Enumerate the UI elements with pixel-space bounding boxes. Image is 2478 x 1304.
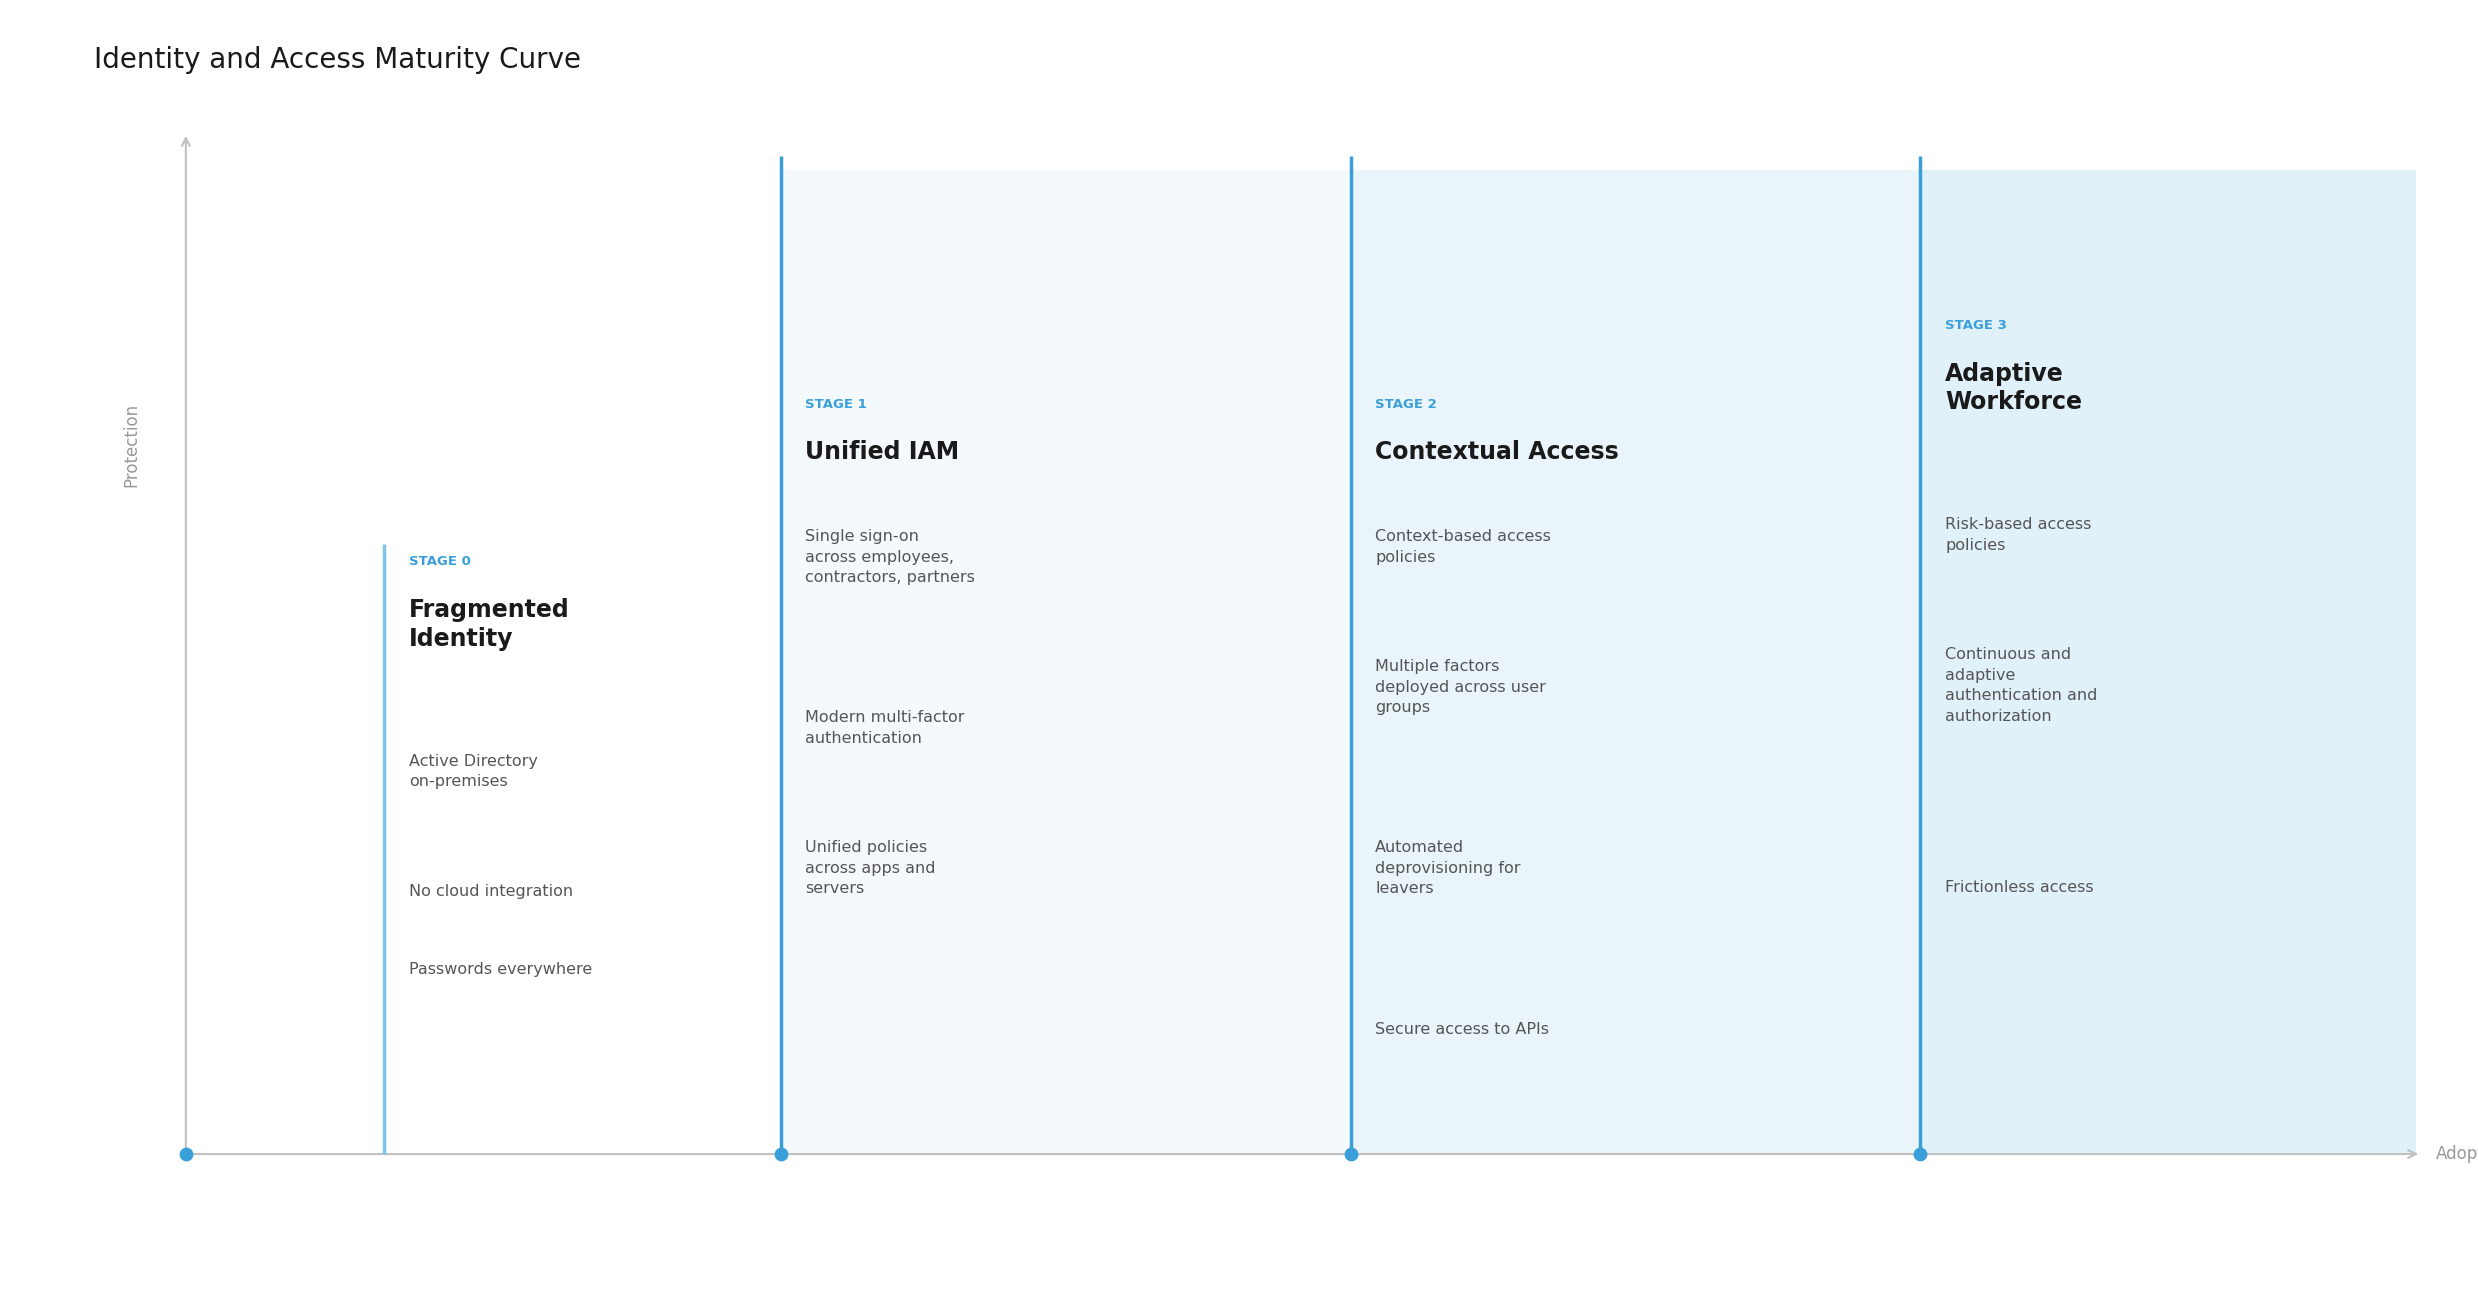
Text: Secure access to APIs: Secure access to APIs	[1375, 1021, 1549, 1037]
Text: Adaptive
Workforce: Adaptive Workforce	[1945, 361, 2082, 415]
Point	[1901, 1144, 1940, 1164]
Text: Context-based access
policies: Context-based access policies	[1375, 529, 1551, 565]
Text: Frictionless access: Frictionless access	[1945, 880, 2094, 895]
Text: Automated
deprovisioning for
leavers: Automated deprovisioning for leavers	[1375, 840, 1521, 896]
Text: Adoption: Adoption	[2436, 1145, 2478, 1163]
Text: STAGE 2: STAGE 2	[1375, 398, 1437, 411]
Text: Unified policies
across apps and
servers: Unified policies across apps and servers	[805, 840, 937, 896]
Point	[761, 1144, 800, 1164]
Bar	[1351, 170, 1920, 1154]
Text: Contextual Access: Contextual Access	[1375, 441, 1618, 464]
Text: Continuous and
adaptive
authentication and
authorization: Continuous and adaptive authentication a…	[1945, 647, 2096, 724]
Text: STAGE 0: STAGE 0	[409, 556, 471, 569]
Bar	[781, 170, 1351, 1154]
Text: Single sign-on
across employees,
contractors, partners: Single sign-on across employees, contrac…	[805, 529, 976, 585]
Text: Unified IAM: Unified IAM	[805, 441, 959, 464]
Text: Modern multi-factor
authentication: Modern multi-factor authentication	[805, 711, 964, 746]
Point	[166, 1144, 206, 1164]
Bar	[1920, 170, 2416, 1154]
Point	[1331, 1144, 1370, 1164]
Text: Passwords everywhere: Passwords everywhere	[409, 962, 592, 978]
Text: Fragmented
Identity: Fragmented Identity	[409, 597, 570, 651]
Text: Protection: Protection	[121, 403, 141, 488]
Text: Multiple factors
deployed across user
groups: Multiple factors deployed across user gr…	[1375, 660, 1546, 715]
Text: Risk-based access
policies: Risk-based access policies	[1945, 518, 2091, 553]
Text: No cloud integration: No cloud integration	[409, 884, 572, 898]
Text: STAGE 3: STAGE 3	[1945, 319, 2007, 333]
Text: Active Directory
on-premises: Active Directory on-premises	[409, 754, 538, 789]
Text: Identity and Access Maturity Curve: Identity and Access Maturity Curve	[94, 46, 582, 73]
Text: STAGE 1: STAGE 1	[805, 398, 867, 411]
